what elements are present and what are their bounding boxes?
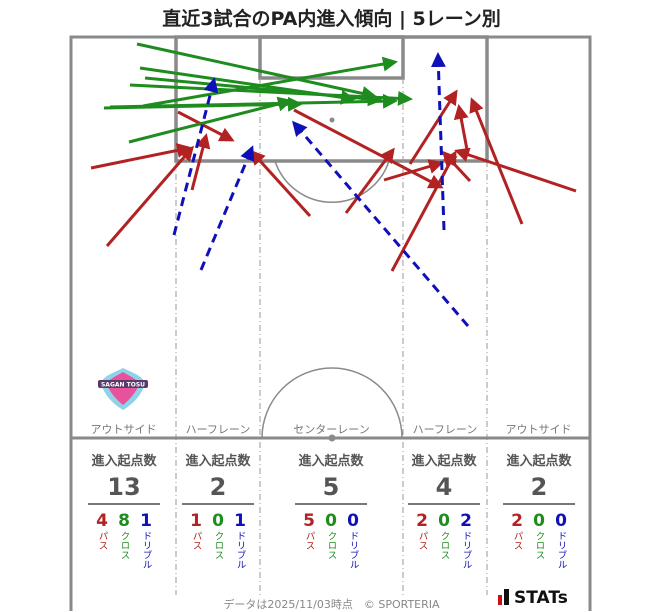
penalty-area [174,35,489,163]
lane-stats-right-halfspace: 進入起点数 4 2 パス 0 クロス 2 ドリブル [394,450,494,569]
cross-count: 0 [438,511,450,531]
pass-arrow [390,150,457,272]
brand-name: STATs [514,588,568,608]
lane-label-left-outside: アウトサイド [90,423,157,436]
pass-count: 1 [190,511,202,531]
cross-count: 8 [118,511,130,531]
pass-arrow [453,104,470,156]
svg-text:SAGAN TOSU: SAGAN TOSU [101,382,145,389]
cross-arrow [129,83,413,106]
cross-arrow [136,42,377,101]
dribble-arrow [430,52,446,231]
stats-logo-icon [498,589,509,605]
cross-arrow [142,56,398,108]
dribble-arrow [199,145,255,271]
entry-arrows [90,42,577,327]
stat-header: 進入起点数 [91,454,157,469]
center-circle [261,367,403,439]
pass-arrow [454,147,577,193]
lane-label-right-halfspace: ハーフレーン [412,423,478,436]
stat-total: 13 [107,473,141,501]
dribble-arrow [172,77,219,236]
lane-stats-center: 進入起点数 5 5 パス 0 クロス 0 ドリブル [281,450,381,569]
stat-total: 5 [322,473,340,501]
stat-header: 進入起点数 [185,454,251,469]
dribble-count: 0 [555,511,567,531]
pass-count: 5 [303,511,315,531]
pass-arrow [177,110,235,142]
cross-count: 0 [212,511,224,531]
pass-arrow [293,108,444,189]
dribble-count: 1 [140,511,152,531]
pass-count: 4 [96,511,108,531]
cross-arrow [139,66,356,105]
cross-arrow [103,96,303,112]
pass-arrow [249,149,312,218]
lane-label-right-outside: アウトサイド [505,423,572,436]
cross-count: 0 [325,511,337,531]
lane-stats-left-outside: 進入起点数 13 4 パス 8 クロス 1 ドリブル [74,450,174,569]
dribble-count: 1 [234,511,246,531]
stat-header: 進入起点数 [506,454,572,469]
dribble-count: 2 [460,511,472,531]
lane-label-center: センターレーン [293,423,370,436]
pass-arrow [469,97,524,225]
stat-header: 進入起点数 [298,454,364,469]
stat-header: 進入起点数 [411,454,477,469]
lane-stats-left-halfspace: 進入起点数 2 1 パス 0 クロス 1 ドリブル [168,450,268,569]
goal-area [258,35,405,80]
page-title: 直近3試合のPA内進入傾向 | 5レーン別 [162,8,501,30]
dribble-count: 0 [347,511,359,531]
pass-arrow [344,147,395,214]
pass-arrow [408,89,458,165]
pass-arrow [190,133,211,191]
brand-logo: STATs [498,588,568,608]
stat-total: 2 [530,473,548,501]
penalty-arc [274,160,390,204]
pass-arrow [90,143,192,170]
pass-count: 2 [511,511,523,531]
lane-label-left-halfspace: ハーフレーン [185,423,251,436]
stat-total: 2 [209,473,227,501]
cross-arrow [128,96,293,144]
pass-count: 2 [416,511,428,531]
center-spot [328,434,336,442]
stat-total: 4 [435,473,453,501]
penalty-spot [329,117,335,123]
lane-stats-right-outside: 進入起点数 2 2 パス 0 クロス 0 ドリブル [489,450,589,569]
club-logo: SAGAN TOSU [98,368,148,410]
cross-count: 0 [533,511,545,531]
footer-note: データは2025/11/03時点 © SPORTERIA [223,598,440,611]
pass-arrow [105,145,194,247]
